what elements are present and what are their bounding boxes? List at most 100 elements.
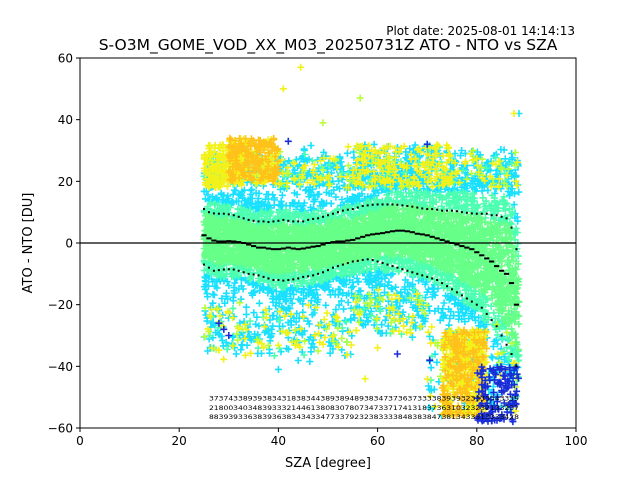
mean-marker xyxy=(360,235,366,238)
x-tick-label: 60 xyxy=(370,434,385,448)
y-tick-label: −20 xyxy=(48,298,73,312)
y-tick-label: −60 xyxy=(48,422,73,436)
upper-std-marker xyxy=(490,214,493,217)
upper-std-marker xyxy=(475,212,478,215)
upper-std-marker xyxy=(515,248,518,251)
mean-marker xyxy=(206,237,212,240)
x-axis: 0 20 40 60 80 100 xyxy=(76,428,587,448)
lower-std-marker xyxy=(515,365,518,368)
lower-std-marker xyxy=(217,269,220,272)
mean-marker xyxy=(513,303,520,306)
upper-std-marker xyxy=(292,220,295,223)
upper-std-marker xyxy=(272,220,275,223)
lower-std-marker xyxy=(500,334,503,337)
lower-std-marker xyxy=(485,312,488,315)
lower-std-marker xyxy=(252,273,255,276)
lower-std-marker xyxy=(312,274,315,277)
mean-marker xyxy=(479,254,485,257)
mean-marker xyxy=(489,260,495,263)
mean-marker xyxy=(394,229,401,232)
lower-std-marker xyxy=(272,279,275,281)
mean-marker xyxy=(419,233,425,236)
upper-std-marker xyxy=(366,204,369,207)
mean-marker xyxy=(434,237,440,240)
mean-marker xyxy=(355,237,361,240)
mean-marker xyxy=(508,282,515,285)
mean-marker xyxy=(300,247,306,250)
mean-marker xyxy=(389,230,396,233)
upper-std-marker xyxy=(247,218,250,221)
lower-std-marker xyxy=(381,262,384,265)
mean-marker xyxy=(424,234,430,237)
upper-std-marker xyxy=(351,208,354,211)
lower-std-marker xyxy=(465,297,468,300)
count-annotations: 3737433893938343183834438938948938347373… xyxy=(209,396,519,422)
lower-std-marker xyxy=(227,268,230,271)
upper-std-marker xyxy=(451,209,453,212)
lower-std-marker xyxy=(317,272,320,275)
scatter-series xyxy=(200,143,523,405)
y-tick-label: 40 xyxy=(58,113,73,127)
mean-marker xyxy=(379,232,386,235)
upper-std-marker xyxy=(341,209,344,212)
upper-std-marker xyxy=(510,226,513,229)
upper-std-marker xyxy=(242,217,245,220)
upper-std-marker xyxy=(252,219,255,222)
lower-std-marker xyxy=(237,269,240,272)
upper-std-marker xyxy=(406,205,409,207)
mean-marker xyxy=(375,232,381,235)
lower-std-marker xyxy=(203,263,205,266)
count-annotation-row: 3737433893938343183834438938948938347373… xyxy=(209,396,519,403)
mean-marker xyxy=(216,240,222,243)
upper-std-marker xyxy=(297,220,300,223)
upper-std-marker xyxy=(495,214,498,217)
upper-std-marker xyxy=(307,218,310,221)
lower-std-marker xyxy=(416,272,419,275)
upper-std-marker xyxy=(327,214,329,217)
lower-std-marker xyxy=(346,262,349,265)
mean-marker xyxy=(439,238,445,241)
x-tick-label: 40 xyxy=(271,434,286,448)
mean-marker xyxy=(469,248,475,251)
mean-marker xyxy=(414,232,420,235)
mean-marker xyxy=(345,239,351,242)
count-annotation-row: 2180034034839333214461380830780734733717… xyxy=(209,405,519,412)
lower-std-marker xyxy=(297,277,300,280)
lower-std-marker xyxy=(247,272,250,275)
upper-std-marker xyxy=(317,217,320,220)
mean-marker xyxy=(211,239,217,242)
lower-std-marker xyxy=(267,277,270,280)
mean-marker xyxy=(231,240,237,243)
mean-marker xyxy=(270,248,277,251)
mean-marker xyxy=(201,234,207,237)
mean-marker xyxy=(409,231,415,234)
lower-std-marker xyxy=(386,263,389,266)
lower-std-marker xyxy=(327,269,329,272)
mean-marker xyxy=(280,247,286,250)
mean-marker xyxy=(330,241,336,244)
x-tick-label: 80 xyxy=(469,434,484,448)
x-tick-label: 100 xyxy=(565,434,588,448)
mean-marker xyxy=(226,240,232,243)
mean-marker xyxy=(503,272,510,275)
mean-marker xyxy=(305,246,311,249)
mean-marker xyxy=(285,246,291,249)
upper-std-marker xyxy=(386,203,389,206)
upper-std-marker xyxy=(267,221,270,224)
upper-std-marker xyxy=(396,203,399,206)
upper-std-marker xyxy=(460,211,463,214)
upper-std-marker xyxy=(336,211,339,214)
upper-std-marker xyxy=(426,208,429,211)
upper-std-marker xyxy=(237,215,240,218)
mean-marker xyxy=(255,246,262,249)
upper-std-marker xyxy=(436,208,439,211)
y-axis: −60 −40 −20 0 20 40 60 xyxy=(48,52,80,436)
mean-marker xyxy=(499,269,505,272)
y-tick-label: 20 xyxy=(58,175,73,189)
lower-std-marker xyxy=(441,282,444,285)
mean-marker xyxy=(310,245,316,248)
mean-marker xyxy=(464,246,470,249)
mean-marker xyxy=(494,265,500,268)
mean-marker xyxy=(429,235,435,238)
lower-std-marker xyxy=(222,268,225,271)
